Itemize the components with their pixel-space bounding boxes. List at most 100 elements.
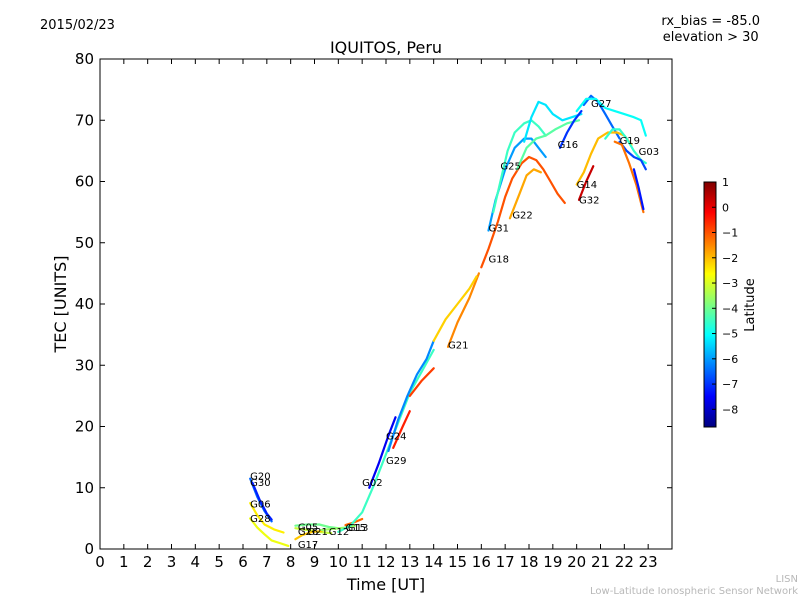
chart-title: IQUITOS, Peru xyxy=(329,38,443,57)
colorbar-tick-label-9: −8 xyxy=(722,403,738,416)
series-track-19 xyxy=(508,168,542,220)
series-track-29 xyxy=(613,140,645,214)
satellite-label-1: G30 xyxy=(250,478,270,489)
series-track-16 xyxy=(480,155,566,269)
satellite-label-3: G28 xyxy=(250,514,270,525)
satellite-label-7: G12 xyxy=(329,527,349,538)
colorbar-tick-label-6: −5 xyxy=(722,328,738,341)
satellite-label-4: G05 xyxy=(298,522,318,533)
colorbar: 1 0 −1 −2 −3 −4 −5 −6 −7 −8 Latitude xyxy=(703,176,758,428)
x-tick-label-8: 8 xyxy=(286,553,296,571)
x-tick-label-2: 2 xyxy=(143,553,153,571)
y-axis-label: TEC [UNITS] xyxy=(51,256,70,354)
satellite-label-5: G26 xyxy=(298,527,318,538)
series-track-4 xyxy=(294,523,340,530)
x-tick-label-4: 4 xyxy=(191,553,201,571)
x-tick-label-23: 23 xyxy=(639,553,658,571)
series-track-6 xyxy=(294,530,323,541)
x-tick-label-18: 18 xyxy=(519,553,538,571)
colorbar-tick-label-3: −2 xyxy=(722,252,738,265)
colorbar-tick-label-4: −3 xyxy=(722,277,738,290)
x-tick-label-6: 6 xyxy=(238,553,248,571)
colorbar-tick-label-8: −7 xyxy=(722,378,738,391)
satellite-label-20: G14 xyxy=(577,180,597,191)
receiver-settings: rx_bias = -85.0 elevation > 30 xyxy=(661,14,760,46)
satellite-label-12: G29 xyxy=(386,456,406,467)
series-track-22 xyxy=(558,110,583,149)
footer: LISN Low-Latitude Ionospheric Sensor Net… xyxy=(590,574,798,598)
series-track-11 xyxy=(387,339,435,453)
x-tick-label-3: 3 xyxy=(167,553,177,571)
x-tick-label-0: 0 xyxy=(95,553,105,571)
x-tick-label-7: 7 xyxy=(262,553,272,571)
colorbar-tick-label-1: 0 xyxy=(722,201,729,214)
y-tick-label-2: 20 xyxy=(75,418,94,436)
satellite-label-19: G16 xyxy=(558,140,578,151)
series-track-12 xyxy=(392,410,411,449)
x-tick-label-17: 17 xyxy=(496,553,515,571)
y-tick-label-8: 80 xyxy=(75,50,94,68)
x-tick-label-10: 10 xyxy=(329,553,348,571)
series-track-14 xyxy=(446,272,480,348)
x-tick-label-12: 12 xyxy=(376,553,395,571)
footer-network: Low-Latitude Ionospheric Sensor Network xyxy=(590,586,798,597)
satellite-label-0: G20 xyxy=(250,472,270,483)
satellite-label-21: G32 xyxy=(579,195,599,206)
colorbar-tick-label-0: 1 xyxy=(722,176,729,189)
y-axis: 0 10 20 30 40 50 60 70 80 xyxy=(75,50,672,558)
satellite-label-2: G06 xyxy=(250,500,270,511)
series-track-24 xyxy=(575,97,647,137)
x-tick-label-21: 21 xyxy=(591,553,610,571)
plot-frame xyxy=(99,58,673,550)
series-track-3 xyxy=(249,517,290,547)
series-track-9 xyxy=(337,348,435,533)
x-tick-label-22: 22 xyxy=(615,553,634,571)
rx-bias-label: rx_bias = -85.0 xyxy=(661,14,760,29)
x-tick-label-13: 13 xyxy=(400,553,419,571)
colorbar-tick-label-5: −4 xyxy=(722,302,738,315)
satellite-label-14: G21 xyxy=(448,340,468,351)
x-tick-label-15: 15 xyxy=(448,553,467,571)
satellite-label-15: G18 xyxy=(488,255,508,266)
y-tick-label-0: 0 xyxy=(84,540,94,558)
y-tick-label-4: 40 xyxy=(75,295,94,313)
x-axis: 0 1 2 3 4 5 6 7 8 9 10 11 12 13 14 15 16 17 18 19 20 21 22 23 xyxy=(95,59,658,571)
satellite-label-24: G03 xyxy=(639,147,659,158)
series-track-2 xyxy=(249,502,285,534)
y-tick-label-5: 50 xyxy=(75,234,94,252)
satellite-label-8: G15 xyxy=(345,523,365,534)
satellite-label-11: G02 xyxy=(362,478,382,489)
y-tick-label-6: 60 xyxy=(75,173,94,191)
series-track-21 xyxy=(523,100,583,143)
x-axis-label: Time [UT] xyxy=(346,575,425,594)
x-tick-label-1: 1 xyxy=(119,553,129,571)
elevation-label: elevation > 30 xyxy=(662,30,759,45)
x-tick-label-14: 14 xyxy=(424,553,443,571)
series-track-30 xyxy=(632,168,645,211)
satellite-label-10: G17 xyxy=(298,540,318,551)
x-tick-label-20: 20 xyxy=(567,553,586,571)
series-track-18 xyxy=(492,119,547,214)
colorbar-tick-label-7: −6 xyxy=(722,353,738,366)
x-tick-label-16: 16 xyxy=(472,553,491,571)
satellite-label-16: G31 xyxy=(488,223,508,234)
y-tick-label-1: 10 xyxy=(75,479,94,497)
x-tick-label-9: 9 xyxy=(310,553,320,571)
colorbar-gradient xyxy=(703,181,717,428)
series-track-10 xyxy=(368,416,397,489)
date-label: 2015/02/23 xyxy=(40,18,115,33)
colorbar-label: Latitude xyxy=(743,278,758,332)
satellite-label-17: G22 xyxy=(512,211,532,222)
series-track-13 xyxy=(408,367,435,397)
y-tick-label-7: 70 xyxy=(75,111,94,129)
satellite-label-6: G21 xyxy=(307,527,327,538)
series-layer xyxy=(249,94,647,547)
satellite-label-23: G19 xyxy=(620,136,640,147)
series-track-26 xyxy=(577,165,595,201)
y-tick-label-3: 30 xyxy=(75,356,94,374)
x-tick-label-11: 11 xyxy=(353,553,372,571)
colorbar-tick-label-2: −1 xyxy=(722,227,738,240)
series-track-1 xyxy=(251,481,273,521)
